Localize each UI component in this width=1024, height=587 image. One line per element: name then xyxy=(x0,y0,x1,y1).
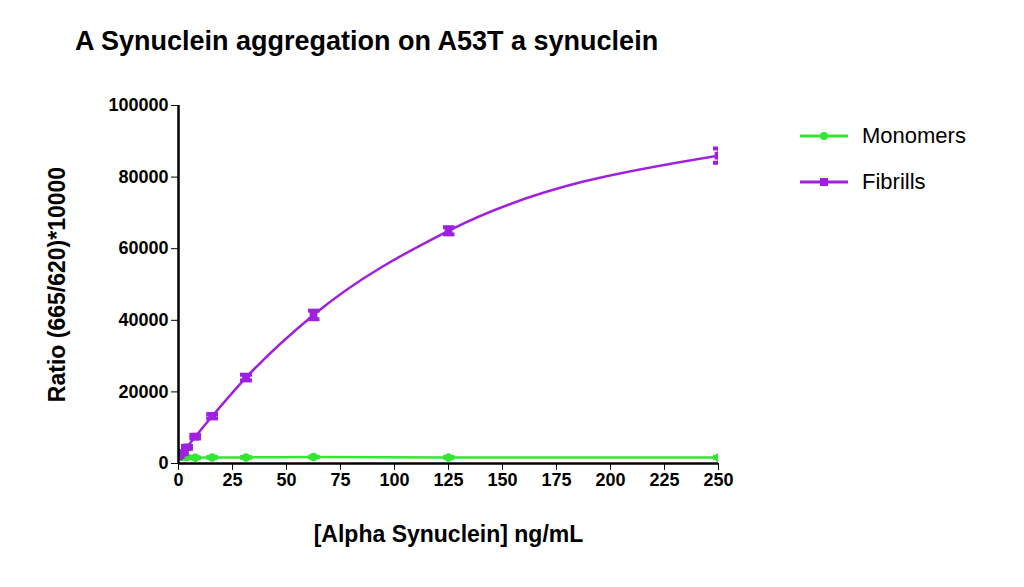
svg-text:Ratio (665/620)*10000: Ratio (665/620)*10000 xyxy=(44,167,70,402)
html-text:A Synuclein aggregation on A53: A Synuclein aggregation on A53T a synucl… xyxy=(75,26,659,56)
svg-text:75: 75 xyxy=(330,470,350,490)
html-text:Monomers: Monomers xyxy=(862,123,966,148)
svg-text:250: 250 xyxy=(703,470,733,490)
svg-text:175: 175 xyxy=(541,470,571,490)
svg-text:40000: 40000 xyxy=(118,310,168,330)
svg-text:50: 50 xyxy=(276,470,296,490)
svg-text:0: 0 xyxy=(158,453,168,473)
svg-text:20000: 20000 xyxy=(118,382,168,402)
svg-text:80000: 80000 xyxy=(118,167,168,187)
svg-text:0: 0 xyxy=(173,470,183,490)
html-text:Fibrills: Fibrills xyxy=(862,169,926,194)
svg-text:[Alpha Synuclein] ng/mL: [Alpha Synuclein] ng/mL xyxy=(314,521,584,547)
svg-text:200: 200 xyxy=(595,470,625,490)
svg-text:100: 100 xyxy=(379,470,409,490)
svg-text:225: 225 xyxy=(649,470,679,490)
svg-text:150: 150 xyxy=(487,470,517,490)
svg-text:125: 125 xyxy=(433,470,463,490)
svg-text:25: 25 xyxy=(222,470,242,490)
svg-text:60000: 60000 xyxy=(118,238,168,258)
svg-text:100000: 100000 xyxy=(108,95,168,115)
